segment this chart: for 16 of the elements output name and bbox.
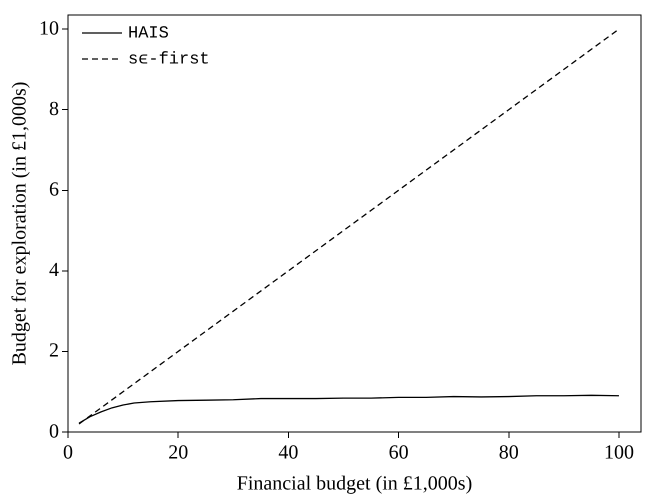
y-tick-label: 2	[49, 340, 59, 362]
x-tick-label: 60	[388, 441, 409, 464]
y-tick-label: 10	[39, 17, 59, 40]
y-tick-label: 6	[49, 178, 59, 201]
x-tick-label: 20	[168, 441, 188, 464]
y-tick-label: 4	[49, 259, 59, 282]
y-tick-label: 8	[49, 98, 59, 120]
x-tick-label: 100	[604, 441, 634, 464]
legend-label: HAIS	[128, 24, 169, 44]
x-tick-label: 40	[278, 441, 298, 464]
y-tick-label: 0	[49, 420, 59, 442]
legend-label: sϵ-first	[128, 50, 210, 70]
y-axis-title: Budget for exploration (in £1,000s)	[8, 82, 30, 366]
x-axis-title: Financial budget (in £1,000s)	[236, 472, 472, 494]
x-tick-label: 80	[498, 441, 519, 464]
x-tick-label: 0	[63, 441, 73, 464]
